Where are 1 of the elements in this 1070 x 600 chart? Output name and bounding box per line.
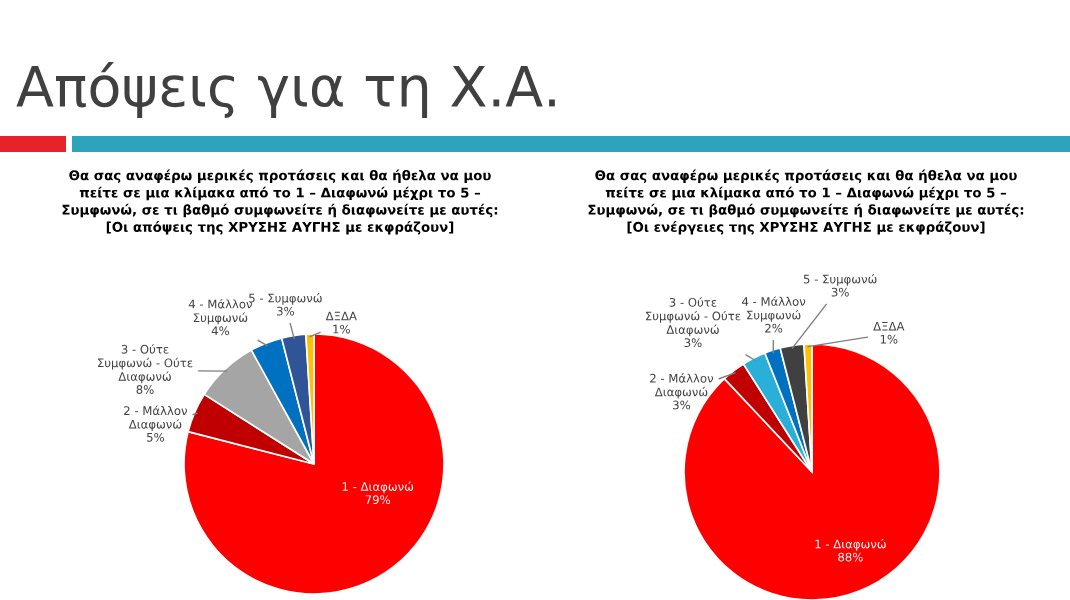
chart-title: Απόψεις για τη Χ.Α.: [16, 61, 555, 119]
